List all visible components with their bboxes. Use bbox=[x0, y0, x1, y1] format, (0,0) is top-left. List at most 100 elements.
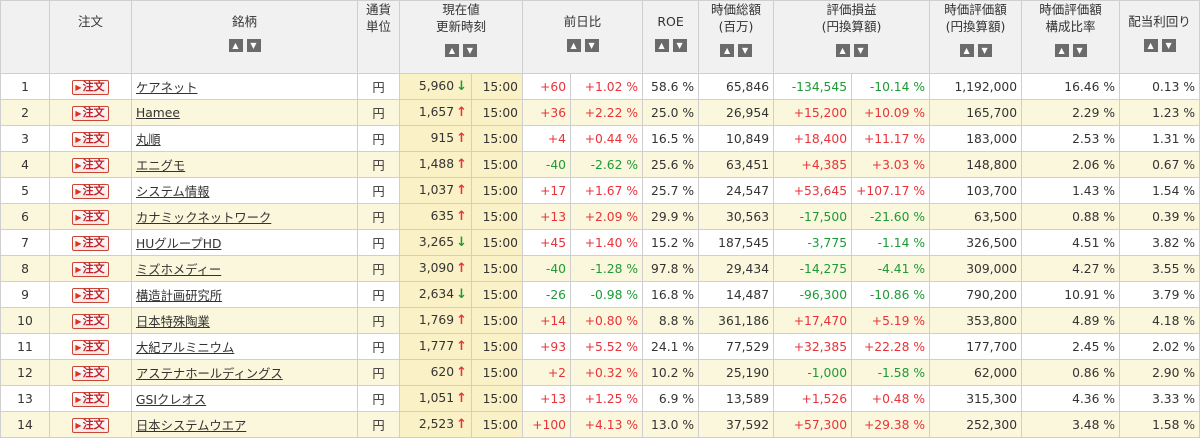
sort-down-icon[interactable]: ▼ bbox=[977, 44, 992, 57]
pl-percent: +5.19 % bbox=[851, 307, 931, 334]
order-button[interactable]: ▶注文 bbox=[72, 365, 109, 381]
stock-name-link[interactable]: 丸順 bbox=[136, 132, 161, 147]
stock-name-link[interactable]: 日本システムウエア bbox=[136, 418, 247, 433]
change-percent: +1.02 % bbox=[570, 73, 644, 100]
order-cell: ▶注文 bbox=[49, 99, 132, 126]
sort-up-icon[interactable]: ▲ bbox=[1054, 44, 1069, 57]
row-number: 10 bbox=[0, 307, 50, 334]
roe-value: 15.2 % bbox=[642, 229, 700, 256]
stock-name-link[interactable]: 大紀アルミニウム bbox=[136, 340, 235, 355]
roe-value: 8.8 % bbox=[642, 307, 700, 334]
change-percent: -1.28 % bbox=[570, 255, 644, 282]
price-cell: 1,777 ↑ bbox=[399, 333, 472, 360]
play-icon: ▶ bbox=[75, 82, 82, 92]
roe-value: 16.5 % bbox=[642, 125, 700, 152]
order-button[interactable]: ▶注文 bbox=[72, 235, 109, 251]
arrow-up-icon: ↑ bbox=[456, 261, 467, 276]
order-button[interactable]: ▶注文 bbox=[72, 131, 109, 147]
stock-name-link[interactable]: アステナホールディングス bbox=[136, 366, 283, 381]
order-button[interactable]: ▶注文 bbox=[72, 157, 109, 173]
play-icon: ▶ bbox=[75, 108, 82, 118]
currency-cell: 円 bbox=[357, 73, 400, 100]
stock-name-link[interactable]: GSIクレオス bbox=[136, 392, 207, 407]
sort-down-icon[interactable]: ▼ bbox=[738, 44, 753, 57]
stock-name-link[interactable]: ケアネット bbox=[136, 80, 198, 95]
row-number: 11 bbox=[0, 333, 50, 360]
sort-up-icon[interactable]: ▲ bbox=[720, 44, 735, 57]
pl-percent: -10.14 % bbox=[851, 73, 931, 100]
valuation-value: 790,200 bbox=[929, 281, 1023, 308]
update-time: 15:00 bbox=[470, 333, 524, 360]
order-button[interactable]: ▶注文 bbox=[72, 417, 109, 433]
stock-name-link[interactable]: 日本特殊陶業 bbox=[136, 314, 210, 329]
row-number: 6 bbox=[0, 203, 50, 230]
header-roe: ROE ▲ ▼ bbox=[642, 0, 700, 74]
sort-down-icon[interactable]: ▼ bbox=[246, 39, 261, 52]
sort-down-icon[interactable]: ▼ bbox=[1161, 39, 1176, 52]
roe-value: 10.2 % bbox=[642, 359, 700, 386]
sort-down-icon[interactable]: ▼ bbox=[853, 44, 868, 57]
stock-name-link[interactable]: ミズホメディー bbox=[136, 262, 222, 277]
change-percent: +1.25 % bbox=[570, 385, 644, 412]
order-button[interactable]: ▶注文 bbox=[72, 209, 109, 225]
header-currency-l1: 通貨 bbox=[365, 2, 391, 17]
stock-cell: システム情報 bbox=[131, 177, 358, 204]
order-button[interactable]: ▶注文 bbox=[72, 183, 109, 199]
sort-down-icon[interactable]: ▼ bbox=[584, 39, 599, 52]
valuation-value: 183,000 bbox=[929, 125, 1023, 152]
price-sort: ▲ ▼ bbox=[404, 41, 518, 57]
val-sort: ▲ ▼ bbox=[934, 41, 1017, 57]
sort-down-icon[interactable]: ▼ bbox=[672, 39, 687, 52]
sort-up-icon[interactable]: ▲ bbox=[654, 39, 669, 52]
pl-value: +1,526 bbox=[773, 385, 853, 412]
header-order-label: 注文 bbox=[77, 14, 103, 29]
roe-sort: ▲ ▼ bbox=[647, 36, 694, 52]
sort-up-icon[interactable]: ▲ bbox=[835, 44, 850, 57]
valuation-value: 309,000 bbox=[929, 255, 1023, 282]
stock-name-link[interactable]: カナミックネットワーク bbox=[136, 210, 272, 225]
currency-cell: 円 bbox=[357, 125, 400, 152]
stock-name-link[interactable]: エニグモ bbox=[136, 158, 186, 173]
sort-up-icon[interactable]: ▲ bbox=[566, 39, 581, 52]
stock-name-link[interactable]: システム情報 bbox=[136, 184, 210, 199]
change-percent: -2.62 % bbox=[570, 151, 644, 178]
market-cap: 10,849 bbox=[698, 125, 775, 152]
dividend-yield: 3.82 % bbox=[1119, 229, 1200, 256]
sort-down-icon[interactable]: ▼ bbox=[463, 44, 477, 57]
order-button[interactable]: ▶注文 bbox=[72, 261, 109, 277]
stock-cell: GSIクレオス bbox=[131, 385, 358, 412]
table-row: 8 ▶注文 ミズホメディー円 3,090 ↑ 15:00 -40 -1.28 % 97.8 % 2… bbox=[0, 255, 1200, 282]
roe-value: 6.9 % bbox=[642, 385, 700, 412]
order-button[interactable]: ▶注文 bbox=[72, 79, 109, 95]
order-button[interactable]: ▶注文 bbox=[72, 313, 109, 329]
change-value: +93 bbox=[522, 333, 572, 360]
price-cell: 1,037 ↑ bbox=[399, 177, 472, 204]
sort-up-icon[interactable]: ▲ bbox=[445, 44, 459, 57]
sort-up-icon[interactable]: ▲ bbox=[228, 39, 243, 52]
order-button[interactable]: ▶注文 bbox=[72, 339, 109, 355]
order-button[interactable]: ▶注文 bbox=[72, 105, 109, 121]
pl-percent: +0.48 % bbox=[851, 385, 931, 412]
order-button[interactable]: ▶注文 bbox=[72, 391, 109, 407]
stock-name-link[interactable]: HUグループHD bbox=[136, 236, 222, 251]
stock-name-link[interactable]: 構造計画研究所 bbox=[136, 288, 223, 303]
price-cell: 620 ↑ bbox=[399, 359, 472, 386]
header-val-l2: (円換算額) bbox=[945, 19, 1006, 34]
composition-ratio: 4.51 % bbox=[1021, 229, 1121, 256]
sort-up-icon[interactable]: ▲ bbox=[1143, 39, 1158, 52]
price-value: 2,523 bbox=[418, 417, 455, 431]
sort-up-icon[interactable]: ▲ bbox=[959, 44, 974, 57]
header-ratio-l1: 時価評価額 bbox=[1039, 2, 1102, 17]
sort-down-icon[interactable]: ▼ bbox=[1072, 44, 1087, 57]
change-percent: +2.09 % bbox=[570, 203, 644, 230]
order-button[interactable]: ▶注文 bbox=[72, 287, 109, 303]
currency-cell: 円 bbox=[357, 333, 400, 360]
table-row: 13 ▶注文 GSIクレオス円 1,051 ↑ 15:00 +13 +1.25 % 6.9 % 1… bbox=[0, 385, 1200, 412]
roe-value: 25.6 % bbox=[642, 151, 700, 178]
stock-name-link[interactable]: Hamee bbox=[136, 105, 180, 120]
composition-ratio: 3.48 % bbox=[1021, 411, 1121, 438]
update-time: 15:00 bbox=[470, 385, 524, 412]
market-cap: 37,592 bbox=[698, 411, 775, 438]
row-number: 7 bbox=[0, 229, 50, 256]
price-value: 3,090 bbox=[418, 261, 455, 275]
